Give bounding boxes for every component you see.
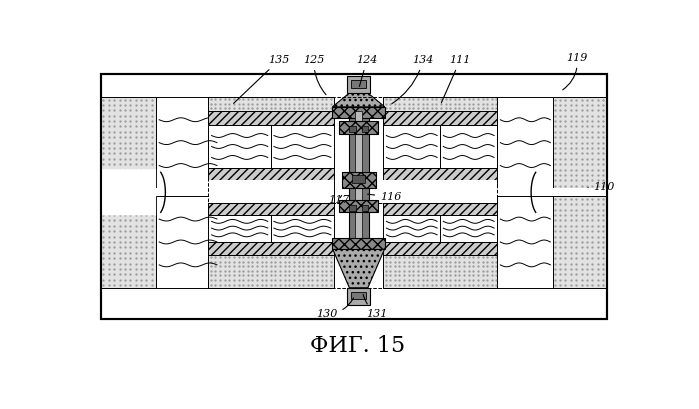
Bar — [497, 196, 554, 288]
Bar — [208, 255, 334, 288]
Bar — [355, 111, 363, 242]
Bar — [340, 121, 378, 134]
Bar — [349, 111, 368, 242]
Bar — [351, 292, 366, 299]
Bar — [208, 203, 334, 215]
Bar — [156, 97, 220, 189]
Bar — [383, 111, 497, 124]
Polygon shape — [333, 249, 385, 288]
Bar — [156, 196, 220, 288]
Text: 111: 111 — [441, 55, 471, 103]
Bar — [333, 107, 385, 118]
Bar — [271, 124, 334, 169]
Bar — [101, 74, 607, 319]
Bar — [333, 238, 385, 249]
Bar — [440, 215, 497, 242]
Polygon shape — [101, 169, 168, 216]
Bar — [340, 200, 378, 212]
Bar — [208, 124, 271, 169]
Bar — [347, 288, 370, 305]
Bar — [351, 80, 366, 88]
Text: 117: 117 — [328, 195, 350, 205]
Bar — [342, 172, 375, 188]
Bar — [383, 255, 497, 288]
Text: 135: 135 — [233, 55, 290, 103]
Bar — [383, 180, 497, 203]
Text: ФИГ. 15: ФИГ. 15 — [310, 335, 405, 357]
Text: 119: 119 — [563, 53, 588, 90]
Bar — [383, 242, 497, 255]
Bar — [383, 97, 497, 111]
Bar — [361, 204, 368, 211]
Bar — [383, 124, 440, 169]
Text: 131: 131 — [363, 294, 388, 319]
Text: 130: 130 — [316, 298, 354, 319]
Bar — [383, 180, 497, 203]
Text: 116: 116 — [368, 192, 401, 202]
Bar — [208, 169, 334, 180]
Bar — [101, 196, 156, 288]
Bar — [271, 215, 334, 242]
Bar — [383, 215, 440, 242]
Bar — [347, 76, 370, 93]
Bar — [101, 189, 220, 196]
Bar — [497, 189, 607, 196]
Text: 124: 124 — [356, 55, 377, 86]
Bar — [208, 215, 271, 242]
Bar — [208, 180, 334, 203]
Bar — [208, 203, 497, 288]
Text: 110: 110 — [588, 182, 615, 192]
Bar — [208, 242, 334, 255]
Bar — [440, 124, 497, 169]
Text: 125: 125 — [303, 55, 326, 95]
Bar — [208, 111, 334, 124]
Bar — [208, 97, 497, 203]
Bar — [552, 97, 607, 189]
Polygon shape — [333, 93, 385, 107]
Bar — [350, 126, 356, 132]
Bar — [552, 196, 607, 288]
Bar — [361, 126, 368, 132]
Bar — [383, 169, 497, 180]
Bar — [383, 203, 497, 215]
Bar — [208, 180, 334, 203]
Bar — [101, 97, 156, 288]
Text: 134: 134 — [391, 55, 434, 104]
Bar — [208, 97, 334, 111]
Bar — [352, 175, 365, 183]
Bar — [497, 97, 554, 189]
Bar — [101, 97, 156, 189]
Bar — [101, 74, 607, 319]
Bar — [350, 204, 356, 211]
